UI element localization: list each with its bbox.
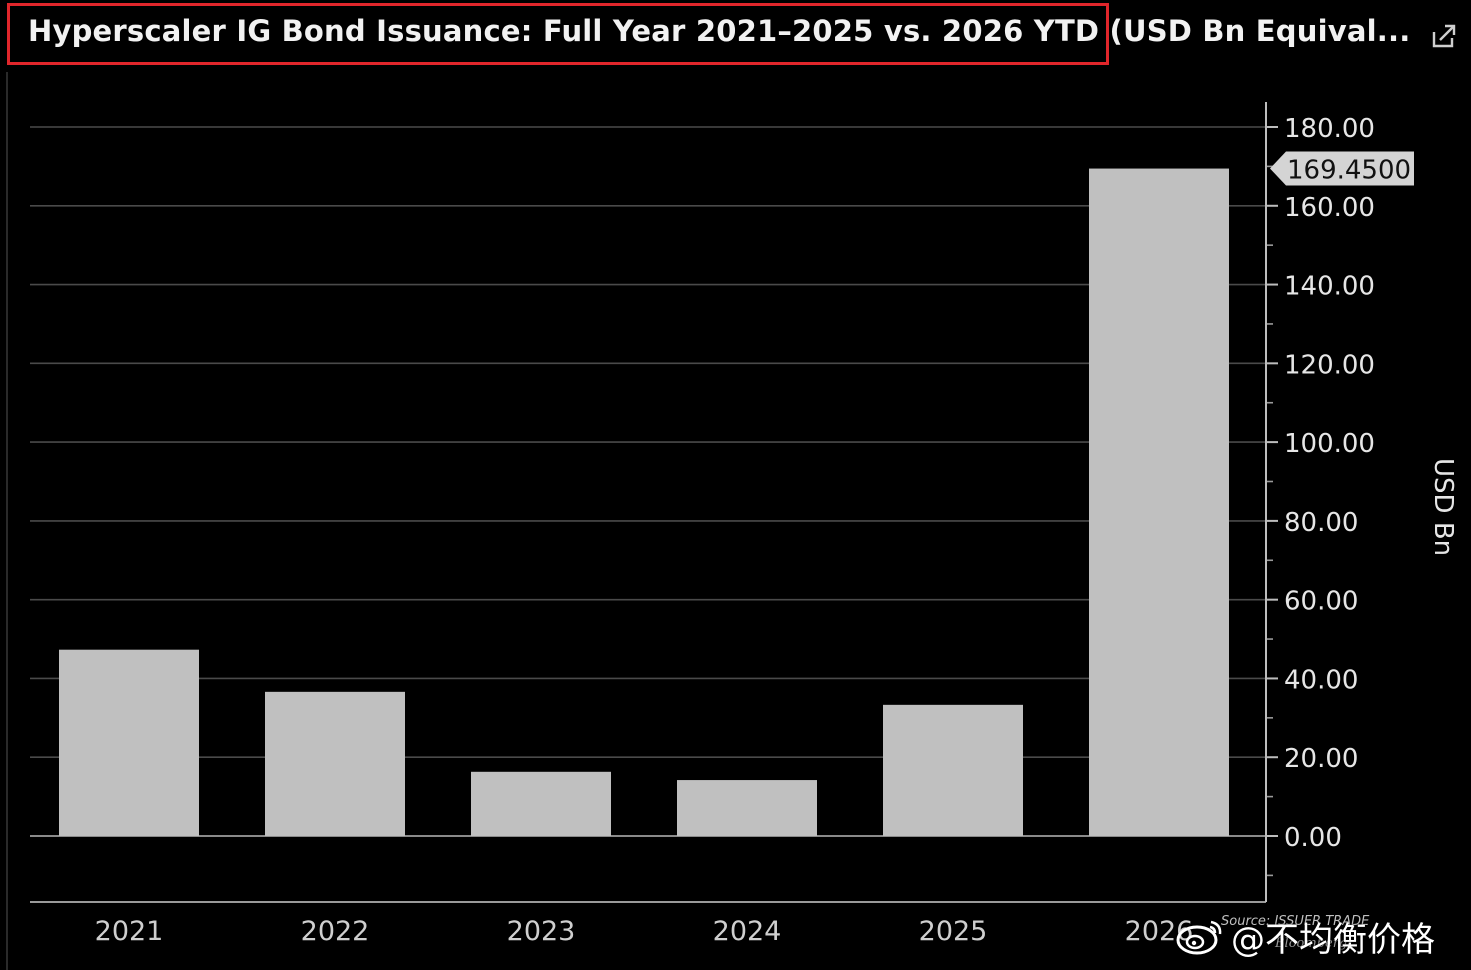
weibo-icon: [1176, 920, 1222, 955]
x-tick-label: 2024: [713, 916, 782, 947]
y-tick-label: 120.00: [1284, 350, 1375, 380]
bar-2021: [59, 649, 199, 836]
x-tick-label: 2022: [301, 916, 370, 947]
y-tick-label: 0.00: [1284, 823, 1342, 853]
x-axis-labels: 2021 2022 2023 2024 2025 2026: [95, 916, 1194, 947]
y-axis: 0.00 20.00 40.00 60.00 80.00 100.00 120.00 140.…: [1265, 102, 1375, 902]
y-tick-label: 100.00: [1284, 429, 1375, 459]
x-tick-label: 2025: [919, 916, 988, 947]
bar-2023: [471, 771, 611, 836]
bars: [59, 168, 1229, 836]
last-value-callout: 169.4500: [1270, 151, 1414, 186]
source-text: Source: ISSUER TRADE: [1221, 914, 1370, 929]
bar-2022: [265, 691, 405, 836]
grid-lines: [30, 126, 1266, 903]
y-tick-label: 80.00: [1284, 508, 1358, 538]
y-tick-label: 160.00: [1284, 193, 1375, 223]
watermark-handle: @不均衡价格: [1231, 920, 1435, 960]
chart-title: Hyperscaler IG Bond Issuance: Full Year …: [28, 14, 1411, 48]
bar-2026: [1089, 168, 1229, 836]
y-tick-label: 40.00: [1284, 665, 1358, 695]
x-tick-label: 2021: [95, 916, 164, 947]
y-tick-label: 180.00: [1284, 114, 1375, 144]
x-tick-label: 2023: [507, 916, 576, 947]
last-value-box: [1270, 151, 1414, 186]
external-link-icon[interactable]: [1430, 22, 1458, 50]
last-value-label: 169.4500: [1287, 156, 1411, 186]
brand-text: Bloomberg: [1275, 936, 1348, 951]
y-tick-label: 20.00: [1284, 744, 1358, 774]
y-tick-label: 140.00: [1284, 272, 1375, 302]
watermark: Source: ISSUER TRADE Bloomberg @不均衡价格: [1175, 906, 1465, 962]
left-border: [6, 72, 8, 970]
bar-2025: [883, 704, 1023, 836]
title-bar: Hyperscaler IG Bond Issuance: Full Year …: [0, 0, 1471, 70]
title-highlight-box: [7, 3, 1109, 65]
bar-2024: [677, 780, 817, 836]
y-axis-title: USD Bn: [1428, 458, 1458, 556]
y-tick-label: 60.00: [1284, 587, 1358, 617]
